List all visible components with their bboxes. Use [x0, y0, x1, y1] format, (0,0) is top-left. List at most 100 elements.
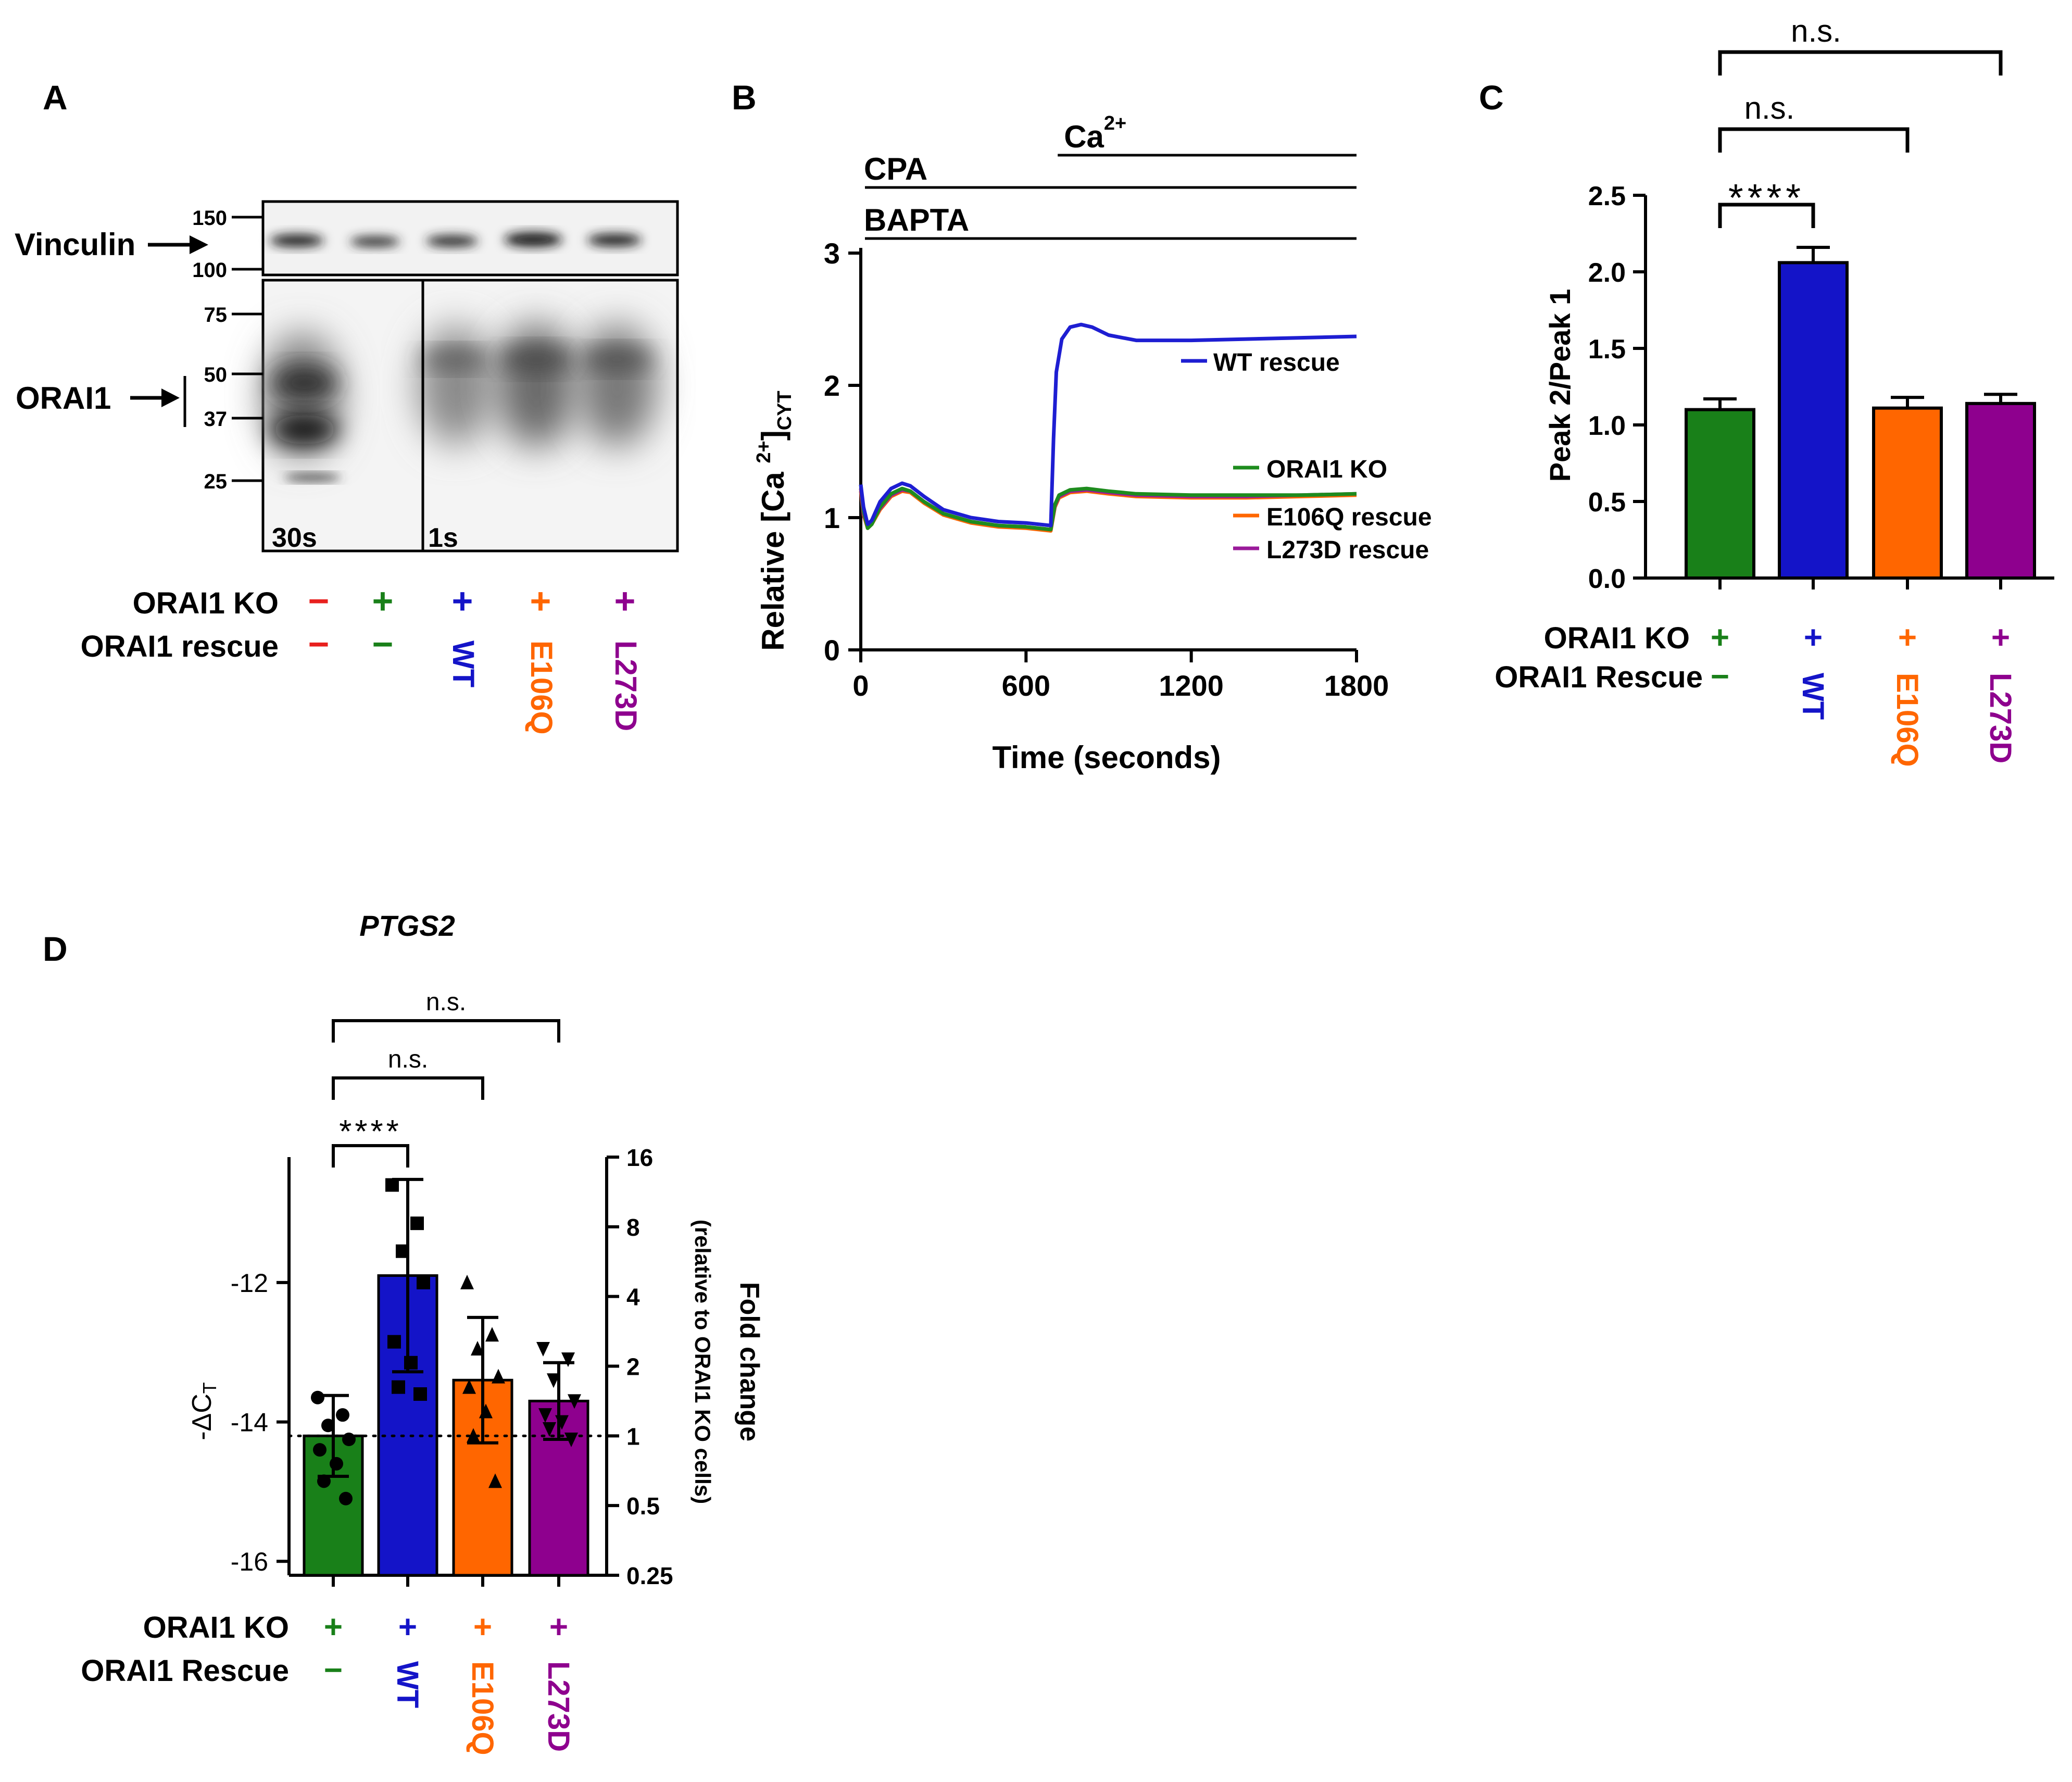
panel-a-western-blot: 30s 1s 150 100 75 50 37 25 Vinculin ORAI… — [15, 200, 679, 735]
series-line-orai1-ko — [859, 484, 1357, 532]
marker-50: 50 — [204, 363, 228, 386]
panel-d-right-tick-label: 2 — [626, 1353, 640, 1381]
panel-c-y-tick-label: 2.0 — [1588, 258, 1626, 288]
significance-bracket — [1718, 50, 2003, 76]
data-point — [460, 1274, 474, 1289]
treatment-label-bapta: BAPTA — [864, 203, 969, 237]
data-point — [547, 1373, 560, 1388]
rescue-label-wt: WT — [446, 641, 480, 687]
panel-b-x-tick-label: 0 — [852, 669, 869, 702]
panel-b-x-tick-label: 1800 — [1324, 669, 1389, 702]
treatment-label-ca: Ca2+ — [1064, 112, 1126, 154]
panel-b-x-tick-label: 600 — [1002, 669, 1050, 702]
vinculin-label: Vinculin — [15, 227, 135, 262]
data-point — [404, 1356, 418, 1370]
panel-d-title: PTGS2 — [359, 909, 455, 942]
marker-150: 150 — [192, 207, 227, 230]
panel-d-ylabel-right-sub: (relative to ORAI1 KO cells) — [690, 1220, 715, 1504]
data-point — [387, 1335, 401, 1349]
panel-label-c: C — [1479, 78, 1504, 117]
data-point — [543, 1422, 556, 1437]
vinculin-arrow-head — [190, 235, 208, 254]
vinculin-band — [504, 232, 562, 247]
data-point — [467, 1428, 480, 1443]
orai1-band — [499, 348, 574, 371]
legend-label-ko: ORAI1 KO — [1266, 456, 1387, 483]
panel-d-row-label-rescue: ORAI1 Rescue — [81, 1654, 289, 1688]
panel-label-d: D — [43, 930, 68, 968]
data-point — [488, 1473, 502, 1488]
bar-wt-rescue — [377, 1274, 438, 1577]
panel-d-axes: -12 -14 -16 16 8 4 2 1 0.5 0.25 — [231, 1144, 673, 1589]
panel-b-ylabel-sup: 2+ — [753, 441, 775, 463]
panel-d-ko-sign: + — [324, 1609, 343, 1645]
panel-c-bars — [1685, 245, 2036, 580]
panel-d-rescue-label: WT — [391, 1661, 424, 1708]
significance-label: n.s. — [426, 988, 466, 1016]
panel-label-b: B — [732, 78, 757, 117]
legend-label-e106q: E106Q rescue — [1266, 504, 1432, 531]
panel-b-y-tick-label: 1 — [824, 501, 840, 534]
legend-label-wt: WT rescue — [1213, 349, 1340, 377]
vinculin-band — [426, 235, 478, 247]
significance-label: **** — [1728, 176, 1805, 219]
significance-label: n.s. — [388, 1046, 428, 1073]
panel-b-x-tick-label: 1200 — [1159, 669, 1224, 702]
panel-d-right-tick-label: 8 — [626, 1214, 640, 1241]
orai1-bands — [263, 323, 657, 481]
data-point — [336, 1408, 349, 1422]
panel-c-ko-sign: + — [1898, 620, 1917, 656]
significance-bracket — [1718, 203, 1815, 228]
panel-d-significance: **** n.s. n.s. — [332, 988, 560, 1168]
data-point — [413, 1387, 427, 1401]
vinculin-bands — [270, 232, 642, 247]
orai1-band-upper — [272, 367, 337, 398]
orai1-smear — [496, 323, 577, 448]
data-point — [317, 1474, 331, 1488]
panel-d-y-tick-label: -12 — [231, 1269, 268, 1298]
orai1-band-main — [271, 415, 338, 444]
panel-d-row-label-ko: ORAI1 KO — [143, 1611, 289, 1645]
panel-d-ko-sign: + — [398, 1609, 417, 1645]
data-point — [410, 1216, 424, 1231]
panel-c-ko-sign: + — [1711, 620, 1729, 656]
panel-c-row-label-rescue: ORAI1 Rescue — [1495, 660, 1703, 694]
panel-c-ylabel: Peak 2/Peak 1 — [1543, 289, 1576, 482]
panel-c-y-tick-label: 0.5 — [1588, 487, 1626, 518]
panel-b-ylabel-main: Relative [Ca — [756, 463, 790, 651]
data-point — [479, 1403, 493, 1419]
panel-b-y-tick-label: 3 — [824, 237, 840, 270]
marker-37: 37 — [204, 408, 228, 431]
orai1-label: ORAI1 — [16, 381, 111, 416]
panel-d-right-tick-label: 16 — [626, 1144, 653, 1171]
data-point — [311, 1390, 324, 1404]
exposure-label-30s: 30s — [272, 523, 317, 553]
rescue-label-e106q: E106Q — [524, 641, 558, 735]
significance-bracket — [332, 1019, 560, 1043]
ko-sign: + — [452, 581, 473, 621]
treatment-label-cpa: CPA — [864, 152, 927, 186]
rescue-sign: − — [372, 624, 394, 664]
data-point — [342, 1433, 356, 1447]
bar-wt-rescue — [1778, 261, 1849, 580]
ko-sign: − — [308, 581, 330, 621]
panel-d-rescue-sign: − — [324, 1652, 343, 1688]
panel-d-rescue-label: E106Q — [466, 1661, 499, 1755]
data-point — [492, 1369, 505, 1384]
marker-25: 25 — [204, 470, 228, 493]
data-point — [471, 1341, 484, 1356]
marker-75: 75 — [204, 304, 228, 327]
bar-l273d-rescue — [1965, 401, 2036, 580]
panel-d-right-tick-label: 1 — [626, 1423, 640, 1450]
panel-d-y-tick-label: -14 — [231, 1408, 268, 1437]
panel-d-ylabel-right: Fold change — [734, 1282, 764, 1441]
vinculin-band — [350, 236, 400, 247]
panel-c-bar-chart: 0.0 0.5 1.0 1.5 2.0 2.5 **** n.s. n.s. Peak 2/P… — [1495, 14, 2054, 767]
panel-c-row-label-ko: ORAI1 KO — [1544, 621, 1690, 655]
panel-c-ko-sign: + — [1991, 620, 2010, 656]
data-point — [339, 1491, 353, 1505]
panel-d-bar-chart: PTGS2 -12 -14 -16 16 8 4 2 1 0.5 0.25 **** n.s. n.s… — [81, 909, 764, 1755]
series-line-wt-rescue — [859, 322, 1357, 528]
significance-bracket — [332, 1144, 409, 1168]
data-point — [396, 1244, 409, 1258]
